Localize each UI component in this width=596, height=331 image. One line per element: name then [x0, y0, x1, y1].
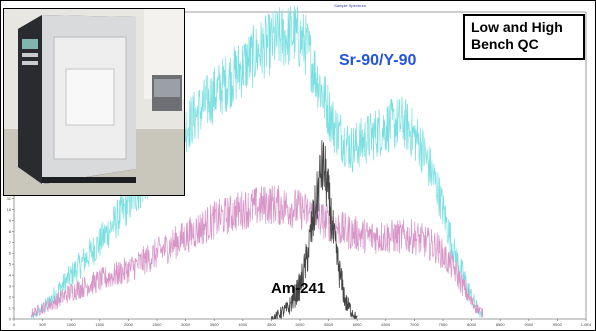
sr90-label: Sr-90/Y-90 [339, 52, 417, 69]
x-tick-label: 7500 [439, 322, 449, 327]
x-tick-label: 9000 [524, 322, 534, 327]
x-tick-label: 1500 [95, 322, 105, 327]
am241-label: Am-241 [271, 280, 326, 297]
qc-annotation-box: Low and High Bench QC [463, 14, 585, 60]
x-tick-label: 5500 [324, 322, 334, 327]
x-tick-label: 1000 [67, 322, 77, 327]
x-tick-label: 2000 [124, 322, 134, 327]
y-tick-label: 1 [9, 306, 12, 311]
x-tick-label: 8500 [496, 322, 506, 327]
y-tick-label: 11 [7, 196, 12, 201]
y-tick-label: 3 [9, 284, 12, 289]
x-tick-label: 9500 [553, 322, 563, 327]
sr90-series [30, 6, 484, 321]
x-tick-label: 8000 [467, 322, 477, 327]
y-tick-label: 7 [9, 240, 12, 245]
instrument-photo [3, 8, 185, 196]
y-tick-label: 4 [9, 273, 12, 278]
qc-annotation-line1: Low and High [471, 19, 563, 35]
x-tick-label: 3000 [181, 322, 191, 327]
pink-series [30, 185, 484, 318]
y-tick-label: 5 [9, 262, 12, 267]
am241-series [271, 139, 358, 320]
x-tick-label: 7000 [410, 322, 420, 327]
x-tick-label: 4000 [238, 322, 248, 327]
y-tick-label: 0 [9, 317, 12, 322]
x-tick-label: 4500 [267, 322, 277, 327]
y-tick-label: 10 [7, 207, 12, 212]
qc-annotation-line2: Bench QC [471, 36, 539, 52]
y-tick-label: 2 [9, 295, 12, 300]
x-tick-label: 500 [39, 322, 46, 327]
series-layer [30, 6, 484, 321]
y-tick-label: 9 [9, 218, 12, 223]
x-tick-label: 6000 [353, 322, 363, 327]
x-tick-label: 0 [13, 322, 16, 327]
x-tick-label: 6500 [381, 322, 391, 327]
y-tick-label: 6 [9, 251, 12, 256]
x-tick-label: 5000 [296, 322, 306, 327]
x-tick-label: 1.0E4 [581, 322, 592, 327]
x-tick-label: 2500 [153, 322, 163, 327]
y-tick-label: 8 [9, 229, 12, 234]
x-tick-label: 3500 [210, 322, 220, 327]
chart-title: Sample Spectrum [334, 3, 366, 8]
